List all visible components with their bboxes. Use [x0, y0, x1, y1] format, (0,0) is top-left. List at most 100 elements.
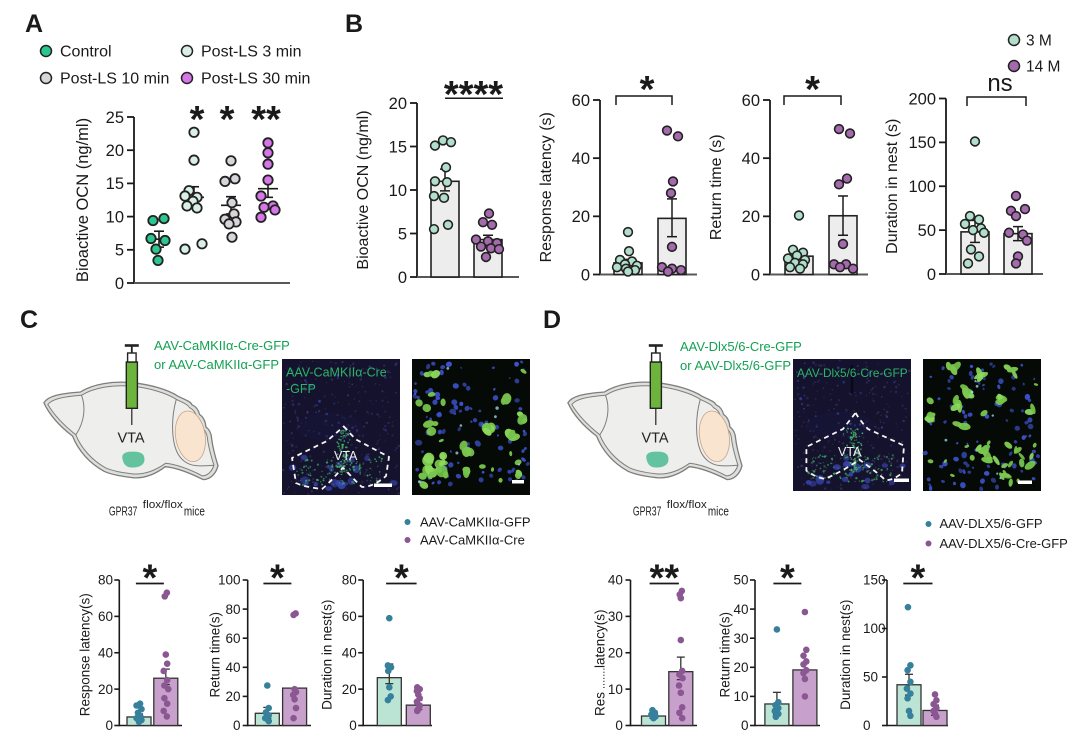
svg-text:40: 40 [98, 645, 113, 660]
svg-text:40: 40 [608, 573, 623, 588]
svg-text:Duration in nest(s): Duration in nest(s) [319, 600, 334, 710]
svg-text:60: 60 [98, 609, 113, 624]
svg-text:10: 10 [733, 689, 748, 704]
svg-text:40: 40 [572, 150, 590, 168]
svg-text:VTA: VTA [838, 445, 862, 459]
svg-text:20: 20 [106, 142, 124, 160]
svg-text:Return time (s): Return time (s) [708, 134, 725, 240]
svg-text:*: * [805, 69, 820, 111]
svg-text:60: 60 [225, 631, 240, 646]
svg-text:Bioactive OCN (ng/ml): Bioactive OCN (ng/ml) [74, 118, 92, 282]
svg-text:Return time(s): Return time(s) [718, 612, 733, 698]
svg-text:Response latency(s): Response latency(s) [78, 593, 93, 716]
svg-text:AAV-CaMKIIα-Cre: AAV-CaMKIIα-Cre [420, 533, 525, 548]
svg-text:*: * [190, 99, 205, 141]
svg-text:AAV-CaMKIIα-Cre: AAV-CaMKIIα-Cre [286, 366, 387, 380]
svg-text:200: 200 [908, 90, 936, 108]
svg-text:40: 40 [342, 645, 357, 660]
svg-text:40: 40 [742, 150, 760, 168]
svg-text:30: 30 [733, 631, 748, 646]
svg-text:latency(s): latency(s) [593, 609, 608, 668]
svg-text:****: **** [444, 74, 503, 116]
svg-text:Post-LS 3 min: Post-LS 3 min [201, 44, 301, 61]
svg-text:AAV-CaMKIIα-Cre-GFP: AAV-CaMKIIα-Cre-GFP [154, 338, 290, 353]
svg-text:30: 30 [608, 609, 623, 624]
svg-text:mice: mice [184, 504, 205, 519]
svg-text:0: 0 [863, 718, 871, 733]
svg-text:or AAV-CaMKIIα-GFP: or AAV-CaMKIIα-GFP [154, 357, 279, 372]
svg-text:150: 150 [908, 134, 936, 152]
svg-text:Control: Control [60, 44, 112, 61]
svg-text:0: 0 [581, 266, 590, 284]
svg-text:15: 15 [389, 138, 407, 156]
svg-text:*: * [143, 558, 158, 600]
svg-text:VTA: VTA [641, 431, 668, 447]
svg-text:Post-LS 30 min: Post-LS 30 min [201, 71, 310, 88]
svg-text:20: 20 [742, 208, 760, 226]
svg-text:10: 10 [389, 182, 407, 200]
svg-text:D: D [543, 306, 561, 334]
svg-text:25: 25 [106, 109, 124, 127]
svg-text:60: 60 [342, 609, 357, 624]
svg-text:*: * [640, 69, 655, 111]
svg-text:Return time(s): Return time(s) [207, 612, 222, 698]
svg-text:10: 10 [106, 208, 124, 226]
svg-text:0: 0 [233, 718, 241, 733]
svg-text:GPR37: GPR37 [633, 504, 662, 519]
svg-text:3 M: 3 M [1026, 33, 1052, 50]
svg-text:*: * [220, 99, 235, 141]
svg-text:0: 0 [927, 266, 936, 284]
svg-text:*: * [911, 558, 926, 600]
svg-text:.......: ....... [596, 668, 608, 689]
svg-text:0: 0 [105, 718, 113, 733]
svg-text:flox/flox: flox/flox [667, 499, 707, 511]
svg-text:Res: Res [593, 692, 608, 716]
svg-text:100: 100 [863, 621, 886, 636]
svg-text:**: ** [251, 99, 281, 141]
svg-text:A: A [25, 10, 43, 38]
svg-text:B: B [345, 10, 363, 38]
svg-text:*: * [270, 558, 285, 600]
svg-text:AAV-DLX5/6-GFP: AAV-DLX5/6-GFP [940, 516, 1043, 531]
svg-text:60: 60 [572, 92, 590, 110]
svg-text:80: 80 [342, 573, 357, 588]
svg-text:*: * [394, 558, 409, 600]
svg-text:ns: ns [987, 70, 1012, 97]
svg-text:40: 40 [225, 660, 240, 675]
svg-text:10: 10 [608, 682, 623, 697]
svg-text:C: C [20, 306, 38, 334]
svg-text:0: 0 [398, 269, 407, 287]
svg-text:*: * [780, 558, 795, 600]
svg-text:flox/flox: flox/flox [143, 499, 183, 511]
svg-text:20: 20 [733, 660, 748, 675]
svg-text:AAV-Dlx5/6-Cre-GFP: AAV-Dlx5/6-Cre-GFP [797, 366, 908, 380]
svg-text:5: 5 [115, 242, 124, 260]
svg-text:5: 5 [398, 225, 407, 243]
svg-text:mice: mice [708, 504, 729, 519]
svg-text:50: 50 [918, 222, 936, 240]
svg-text:80: 80 [98, 573, 113, 588]
svg-text:-GFP: -GFP [286, 382, 316, 396]
svg-text:Post-LS 10 min: Post-LS 10 min [60, 71, 169, 88]
svg-text:AAV-Dlx5/6-Cre-GFP: AAV-Dlx5/6-Cre-GFP [680, 339, 802, 354]
svg-text:20: 20 [608, 645, 623, 660]
svg-text:20: 20 [572, 208, 590, 226]
svg-text:150: 150 [863, 573, 886, 588]
svg-text:50: 50 [863, 670, 878, 685]
svg-text:0: 0 [741, 718, 749, 733]
svg-text:0: 0 [751, 266, 760, 284]
svg-text:**: ** [649, 558, 679, 600]
svg-text:0: 0 [115, 275, 124, 293]
svg-text:40: 40 [733, 602, 748, 617]
svg-text:100: 100 [908, 178, 936, 196]
svg-text:80: 80 [225, 602, 240, 617]
svg-text:Bioactive OCN (ng/ml): Bioactive OCN (ng/ml) [355, 110, 372, 269]
svg-text:100: 100 [218, 573, 241, 588]
svg-text:GPR37: GPR37 [109, 504, 137, 519]
svg-text:0: 0 [349, 718, 357, 733]
svg-text:20: 20 [98, 682, 113, 697]
svg-text:20: 20 [342, 682, 357, 697]
svg-text:VTA: VTA [334, 449, 358, 463]
svg-text:50: 50 [733, 573, 748, 588]
svg-text:20: 20 [389, 95, 407, 113]
